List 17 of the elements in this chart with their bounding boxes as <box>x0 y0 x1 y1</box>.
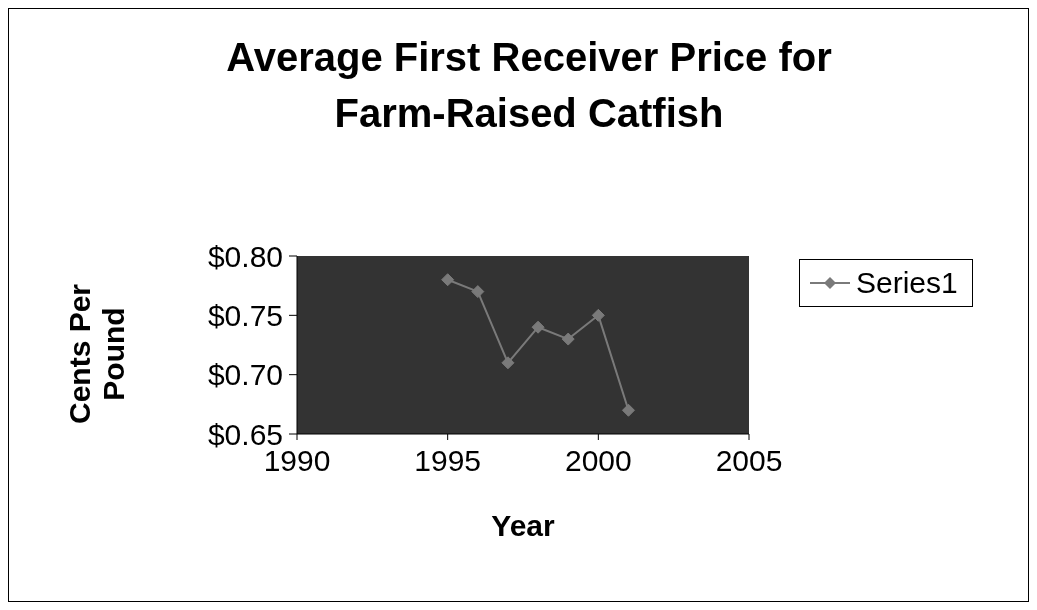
point <box>441 273 455 287</box>
point <box>591 308 605 322</box>
x-tick-label: 1995 <box>414 444 482 478</box>
point <box>621 403 635 417</box>
chart-title: Average First Receiver Price for Farm-Raised Catfish <box>225 34 833 137</box>
y-axis-title: Cents Per Pound <box>62 282 131 427</box>
x-tick-label: 2005 <box>715 444 783 478</box>
x-axis-title: Year <box>491 509 556 542</box>
legend-label: Series1 <box>856 266 958 300</box>
point <box>501 356 515 370</box>
x-tick-label: 2000 <box>564 444 632 478</box>
y-tick-label: $0.80 <box>207 239 283 273</box>
point <box>471 285 485 299</box>
point <box>531 320 545 334</box>
point <box>561 332 575 346</box>
y-tick-label: $0.75 <box>207 298 283 332</box>
y-tick-label: $0.70 <box>207 358 283 392</box>
